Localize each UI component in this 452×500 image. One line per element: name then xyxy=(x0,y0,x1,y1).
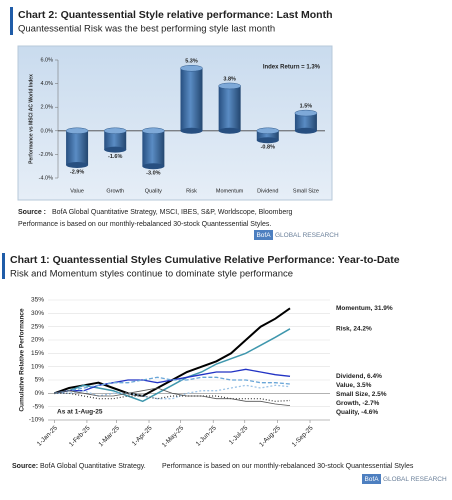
bar-top-cap xyxy=(180,65,203,72)
chart-panel xyxy=(17,45,333,201)
x-tick-label: 1-Feb-25 xyxy=(68,424,92,448)
y-tick-label: 4.0% xyxy=(40,81,53,87)
y-tick-label: 10% xyxy=(31,363,44,370)
value-label: -2.9% xyxy=(70,169,84,175)
bar-top-cap xyxy=(294,109,318,117)
source-label: Source: xyxy=(12,463,38,470)
accent-bar xyxy=(2,253,5,279)
brand-box xyxy=(254,230,273,240)
bar-bottom-cap xyxy=(66,162,89,169)
chart-title: Chart 2: Quantessential Style relative p… xyxy=(18,9,333,21)
brand-box-text: BofA xyxy=(364,476,379,483)
x-tick-label: Growth xyxy=(106,188,124,194)
x-tick-label: 1-Sep-25 xyxy=(291,424,315,448)
y-tick-label: 20% xyxy=(31,337,44,344)
x-tick-label: 1-Jun-25 xyxy=(195,424,218,447)
y-tick-label: 0% xyxy=(35,390,45,397)
y-tick-label: 15% xyxy=(31,350,44,357)
y-axis-title: Performance vs MSCI AC World Index xyxy=(28,74,34,164)
series-line xyxy=(54,376,291,394)
x-tick-label: Value xyxy=(70,188,84,194)
chart-title: Chart 1: Quantessential Styles Cumulativ… xyxy=(10,254,400,266)
series-line xyxy=(54,392,291,402)
bar-bottom-cap xyxy=(180,127,203,134)
x-tick-label: 1-Aug-25 xyxy=(258,424,282,448)
bar xyxy=(104,130,127,150)
series-line xyxy=(54,384,291,400)
annotation: As at 1-Aug-25 xyxy=(57,409,103,416)
bar-top-cap xyxy=(103,127,127,135)
y-tick-label: -10% xyxy=(29,417,44,424)
bar-bottom-cap xyxy=(218,127,241,134)
bar xyxy=(142,130,165,167)
x-tick-label: 1-Jul-25 xyxy=(228,424,250,446)
series-line xyxy=(54,387,291,406)
x-tick-label: Small Size xyxy=(293,188,319,194)
note: Performance is based on our monthly-reba… xyxy=(162,463,414,470)
brand-box xyxy=(362,474,381,484)
x-tick-label: 1-Mar-25 xyxy=(97,424,121,448)
series-end-label: Small Size, 2.5% xyxy=(336,391,387,398)
y-tick-label: -2.0% xyxy=(39,152,53,158)
x-tick-label: 1-Jan-25 xyxy=(36,424,59,447)
series-line xyxy=(54,368,291,394)
series-line xyxy=(53,307,291,398)
bar xyxy=(256,130,279,141)
y-tick-label: -4.0% xyxy=(39,175,53,181)
bar-top-cap xyxy=(65,127,89,135)
bar-bottom-cap xyxy=(142,163,165,170)
series-end-label: Dividend, 6.4% xyxy=(336,373,382,380)
y-tick-label: 25% xyxy=(31,323,44,330)
bar-bottom-cap xyxy=(294,127,317,134)
bar-top-cap xyxy=(256,127,280,135)
value-label: -0.8% xyxy=(261,145,275,151)
source: BofA Global Quantitative Strategy. xyxy=(40,463,146,470)
y-tick-label: 35% xyxy=(31,297,44,304)
x-tick-label: Quality xyxy=(145,188,162,194)
value-label: -1.6% xyxy=(108,154,122,160)
y-tick-label: 30% xyxy=(31,310,44,317)
accent-bar xyxy=(10,7,13,35)
bar-bottom-cap xyxy=(256,137,279,144)
x-tick-label: Risk xyxy=(186,188,197,194)
series-end-label: Quality, -4.6% xyxy=(336,409,378,416)
brand-text: GLOBAL RESEARCH xyxy=(275,232,339,239)
bar-bottom-cap xyxy=(104,146,127,153)
annotation: Index Return = 1.3% xyxy=(263,65,321,71)
y-tick-label: 0.0% xyxy=(40,128,53,134)
source: BofA Global Quantitative Strategy, MSCI,… xyxy=(52,209,293,216)
series-end-label: Value, 3.5% xyxy=(336,382,372,389)
y-tick-label: 6.0% xyxy=(40,57,53,63)
brand-box-text: BofA xyxy=(256,232,271,239)
value-label: 1.5% xyxy=(300,104,313,110)
series-end-label: Risk, 24.2% xyxy=(336,326,372,333)
bar-top-cap xyxy=(218,82,241,90)
bar xyxy=(294,113,317,131)
bar xyxy=(66,130,89,166)
y-tick-label: 2.0% xyxy=(40,105,53,111)
bar xyxy=(180,68,203,131)
x-tick-label: Dividend xyxy=(257,188,278,194)
chart-subtitle: Risk and Momentum styles continue to dom… xyxy=(10,269,293,280)
brand-text: GLOBAL RESEARCH xyxy=(383,476,447,483)
bar xyxy=(218,85,241,131)
value-label: 3.8% xyxy=(223,76,236,82)
series-end-label: Momentum, 31.9% xyxy=(336,305,393,312)
series-end-label: Growth, -2.7% xyxy=(336,400,380,407)
x-tick-label: 1-Apr-25 xyxy=(131,424,154,447)
value-label: 5.3% xyxy=(185,59,198,65)
source-label: Source : xyxy=(18,209,46,216)
note: Performance is based on our monthly-reba… xyxy=(18,221,271,228)
y-tick-label: 5% xyxy=(35,377,45,384)
x-tick-label: Momentum xyxy=(216,188,244,194)
x-tick-label: 1-May-25 xyxy=(161,424,186,449)
y-tick-label: -5% xyxy=(32,403,44,410)
value-label: -3.0% xyxy=(146,171,160,177)
bar-top-cap xyxy=(142,127,165,135)
y-axis-title: Cumulative Relative Performance xyxy=(19,308,26,412)
series-line xyxy=(54,328,291,403)
chart-subtitle: Quantessential Risk was the best perform… xyxy=(18,24,275,35)
